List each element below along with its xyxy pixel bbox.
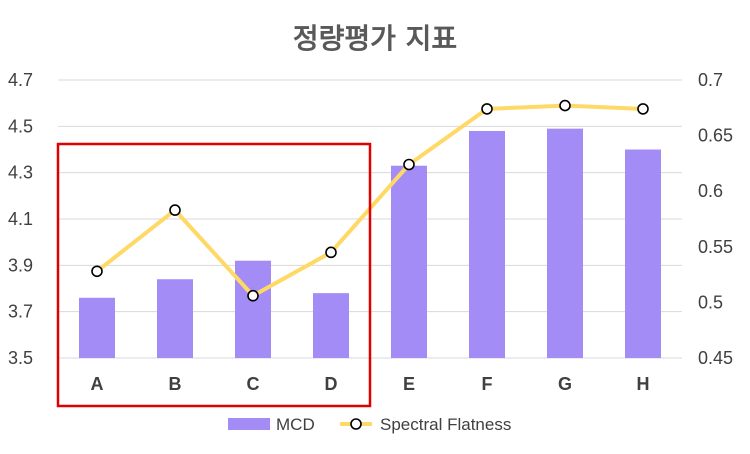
x-tick-label: B bbox=[169, 374, 182, 394]
legend: MCD Spectral Flatness bbox=[228, 415, 511, 434]
y-left-tick-label: 4.3 bbox=[8, 163, 33, 183]
mcd-bars bbox=[79, 128, 661, 358]
x-tick-label: C bbox=[247, 374, 260, 394]
chart-title: 정량평가 지표 bbox=[293, 22, 457, 55]
bar-d bbox=[313, 293, 349, 358]
bar-c bbox=[235, 260, 271, 358]
y-left-tick-label: 3.5 bbox=[8, 348, 33, 368]
y-right-tick-label: 0.7 bbox=[698, 70, 723, 90]
y-right-tick-label: 0.5 bbox=[698, 292, 723, 312]
x-tick-label: F bbox=[482, 374, 493, 394]
legend-swatch-mcd bbox=[228, 418, 270, 430]
point-d bbox=[325, 246, 337, 259]
legend-label-mcd: MCD bbox=[276, 415, 315, 434]
y-left-tick-label: 4.7 bbox=[8, 70, 33, 90]
point-b bbox=[169, 204, 181, 216]
y-left-tick-label: 3.7 bbox=[8, 302, 33, 322]
bar-h bbox=[625, 149, 661, 358]
bar-f bbox=[469, 130, 505, 358]
y-right-tick-label: 0.55 bbox=[698, 237, 733, 257]
y-left-tick-label: 4.1 bbox=[8, 209, 33, 229]
bar-g bbox=[547, 128, 583, 358]
point-f bbox=[481, 103, 493, 115]
point-e bbox=[403, 158, 415, 171]
x-tick-label: D bbox=[325, 374, 338, 394]
y-right-tick-label: 0.6 bbox=[698, 181, 723, 201]
y-right-tick-label: 0.65 bbox=[698, 126, 733, 146]
x-tick-label: A bbox=[91, 374, 104, 394]
y-right-tick-label: 0.45 bbox=[698, 348, 733, 368]
point-h bbox=[637, 103, 649, 115]
y-left-tick-label: 3.9 bbox=[8, 255, 33, 275]
bar-e bbox=[391, 165, 427, 358]
x-tick-label: G bbox=[558, 374, 572, 394]
x-tick-label: E bbox=[403, 374, 415, 394]
point-a bbox=[91, 265, 103, 278]
bar-a bbox=[79, 297, 115, 358]
point-c bbox=[247, 289, 259, 302]
legend-marker-line bbox=[350, 418, 362, 430]
bar-b bbox=[157, 279, 193, 358]
x-tick-label: H bbox=[637, 374, 650, 394]
highlight-box bbox=[56, 142, 372, 408]
y-left-tick-label: 4.5 bbox=[8, 116, 33, 136]
point-g bbox=[559, 99, 571, 112]
legend-label-spectral-flatness: Spectral Flatness bbox=[380, 415, 511, 434]
axes: 3.5 3.7 3.9 4.1 4.3 4.5 4.7 0.45 0.5 0.55 0.6 0.65 0… bbox=[8, 70, 733, 394]
